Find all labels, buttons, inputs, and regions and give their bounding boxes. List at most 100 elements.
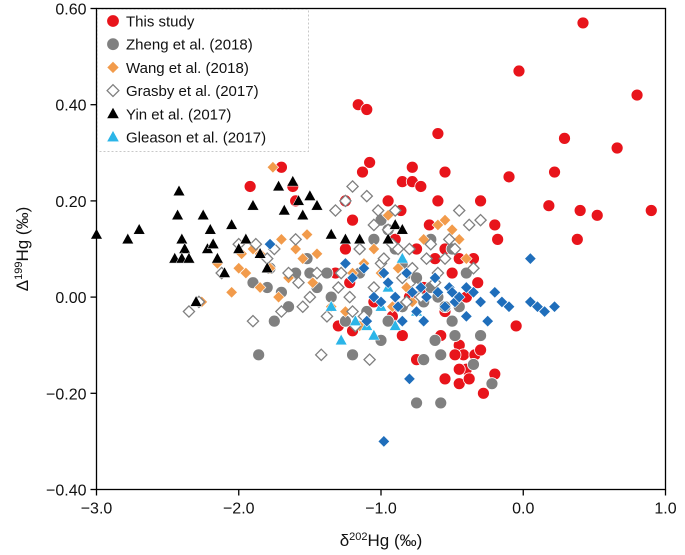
data-point <box>471 276 485 290</box>
data-point <box>406 286 419 299</box>
data-point <box>189 295 203 307</box>
data-point <box>434 396 448 410</box>
data-point <box>442 232 456 246</box>
data-point <box>292 194 305 206</box>
data-point <box>438 213 452 227</box>
data-point <box>558 131 571 145</box>
data-point <box>402 242 416 256</box>
data-point <box>253 281 267 294</box>
data-point <box>296 208 310 221</box>
data-point <box>310 247 324 261</box>
data-point <box>388 204 402 218</box>
x-tick-label: −3.0 <box>81 501 113 518</box>
data-point <box>417 233 430 246</box>
legend-label: Gleason et al. (2017) <box>126 130 266 147</box>
data-point <box>267 314 281 328</box>
data-point <box>428 271 442 285</box>
data-point <box>548 300 561 313</box>
data-point <box>512 64 526 78</box>
data-point <box>334 333 348 346</box>
x-tick-label: 1.0 <box>654 501 676 518</box>
data-point <box>291 276 306 290</box>
data-point <box>253 247 267 259</box>
data-point <box>400 266 413 280</box>
data-point <box>324 300 338 312</box>
data-point <box>428 333 442 347</box>
data-point <box>310 198 324 211</box>
data-point <box>360 189 374 203</box>
data-point <box>462 218 476 232</box>
data-point <box>573 204 587 217</box>
legend-label: Yin et al. (2017) <box>126 106 231 123</box>
data-point <box>381 276 395 289</box>
data-point <box>434 348 448 362</box>
data-point <box>452 204 466 218</box>
data-point <box>630 88 644 102</box>
data-point <box>353 242 367 256</box>
data-point <box>324 227 338 240</box>
series-0 <box>243 16 658 400</box>
data-point <box>431 286 445 299</box>
legend-marker <box>106 60 120 74</box>
data-point <box>346 271 359 285</box>
data-point <box>420 252 434 266</box>
data-point <box>274 305 288 319</box>
data-point <box>644 204 658 217</box>
data-point <box>243 180 257 193</box>
data-point <box>474 213 488 227</box>
data-point <box>448 242 462 256</box>
data-point <box>121 232 135 245</box>
data-point <box>396 223 409 235</box>
data-point <box>252 348 266 362</box>
data-point <box>320 309 334 323</box>
x-tick-label: −2.0 <box>223 501 255 518</box>
data-point <box>182 305 196 319</box>
data-point <box>296 300 310 314</box>
data-points-layer <box>90 16 658 448</box>
data-point <box>388 218 402 230</box>
data-point <box>391 242 405 256</box>
data-point <box>488 218 502 232</box>
legend-box <box>97 9 309 152</box>
data-point <box>296 252 309 265</box>
data-point <box>225 218 238 230</box>
data-point <box>346 305 360 319</box>
data-point <box>576 16 590 30</box>
data-point <box>491 232 505 246</box>
data-point <box>306 276 319 289</box>
data-point <box>414 281 428 294</box>
legend-label: Wang et al. (2018) <box>126 60 249 77</box>
data-point <box>477 386 490 400</box>
data-point <box>396 251 409 264</box>
data-point <box>391 262 405 275</box>
y-tick-label: −0.20 <box>46 386 87 403</box>
data-point <box>460 310 473 323</box>
data-point <box>424 237 438 251</box>
data-point <box>339 257 352 270</box>
data-point <box>509 319 523 333</box>
data-point <box>346 213 359 227</box>
data-point <box>260 261 274 273</box>
data-point <box>391 300 405 313</box>
data-point <box>374 295 388 309</box>
data-point <box>389 290 402 304</box>
data-point <box>388 319 402 331</box>
data-point <box>502 300 516 313</box>
data-point <box>367 242 381 256</box>
data-point <box>474 329 487 342</box>
data-point <box>239 232 253 245</box>
series-6 <box>263 237 561 448</box>
data-point <box>431 194 445 208</box>
data-point <box>610 141 624 155</box>
data-point <box>438 300 452 313</box>
data-point <box>405 160 419 174</box>
legend-label: Grasby et al. (2017) <box>126 83 259 100</box>
data-point <box>289 232 303 246</box>
y-tick-label: 0.40 <box>55 98 86 115</box>
data-point <box>343 290 357 304</box>
data-point <box>410 305 423 318</box>
data-point <box>400 295 414 309</box>
data-point <box>339 242 352 256</box>
x-axis-title: δ202Hg (‰) <box>340 531 423 550</box>
data-point <box>417 353 431 367</box>
